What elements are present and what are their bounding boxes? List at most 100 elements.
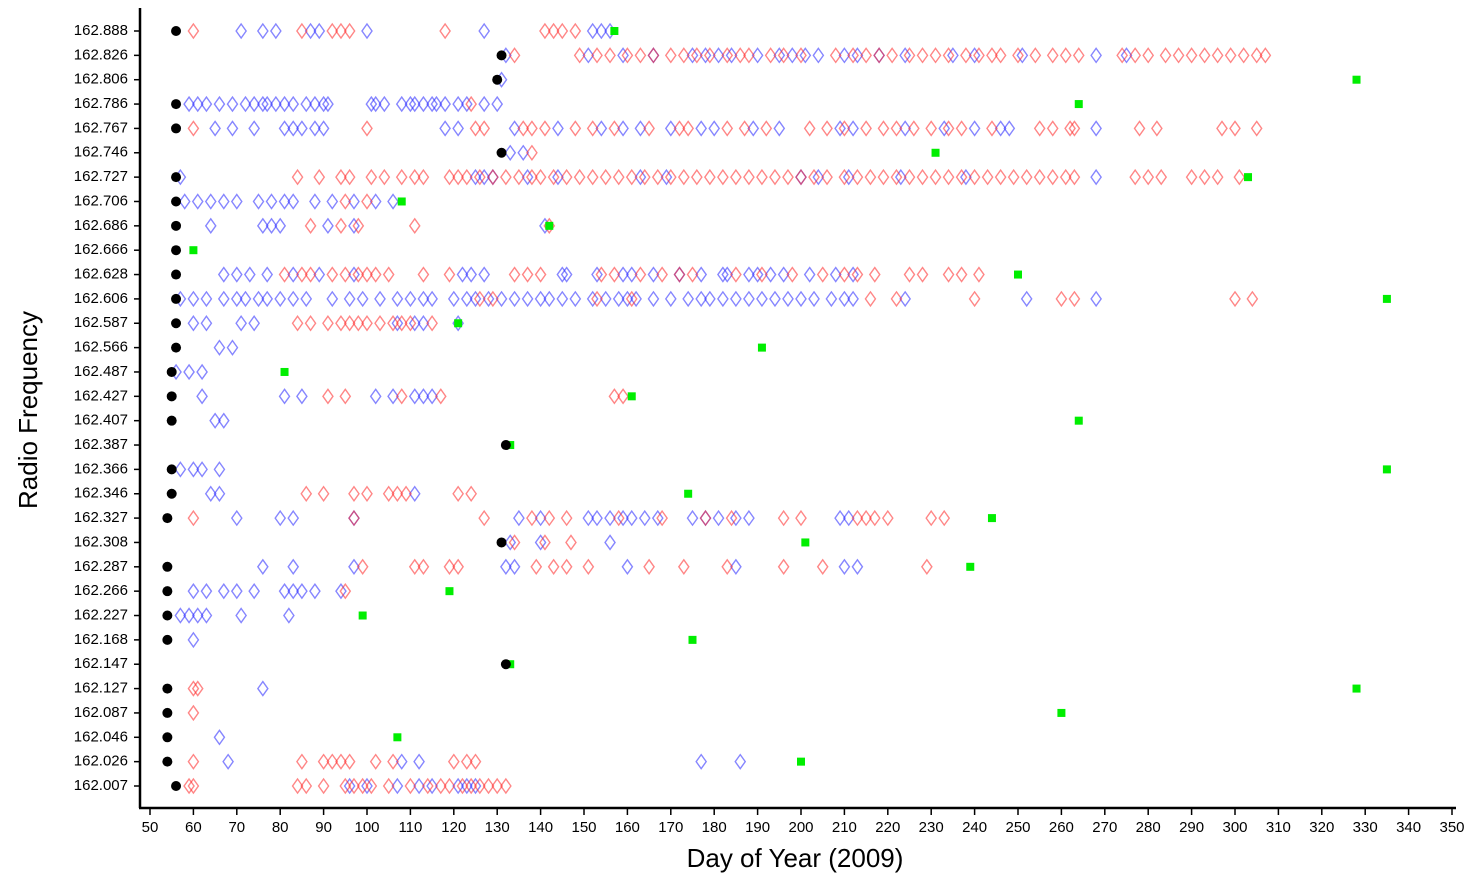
diamond-point xyxy=(625,290,638,308)
diamond-point xyxy=(526,144,538,161)
diamond-point xyxy=(673,120,686,137)
diamond-point xyxy=(1229,120,1241,137)
diamond-point xyxy=(699,509,712,527)
diamond-point xyxy=(890,290,903,308)
diamond-point xyxy=(942,120,955,137)
start-point xyxy=(171,293,182,304)
end-point xyxy=(397,197,406,206)
diamond-point xyxy=(534,266,547,283)
diamond-point xyxy=(1159,47,1172,64)
diamond-point xyxy=(356,290,369,308)
diamond-point xyxy=(769,290,781,308)
diamond-point xyxy=(339,582,352,600)
diamond-point xyxy=(673,266,686,283)
diamond-point xyxy=(408,95,421,113)
diamond-point xyxy=(877,120,890,137)
diamond-point xyxy=(599,168,612,186)
diamond-point xyxy=(621,47,634,64)
diamond-point xyxy=(452,168,465,186)
diamond-point xyxy=(352,315,365,332)
diamond-point xyxy=(222,753,234,770)
end-point xyxy=(684,489,693,498)
start-point xyxy=(496,537,507,548)
diamond-point xyxy=(361,120,373,137)
diamond-point xyxy=(730,168,742,186)
diamond-point xyxy=(361,193,373,210)
diamond-point xyxy=(269,22,282,40)
diamond-point xyxy=(695,290,708,308)
start-point xyxy=(171,196,182,207)
diamond-point xyxy=(1090,168,1102,186)
diamond-point xyxy=(408,485,421,502)
diamond-point xyxy=(391,485,404,502)
diamond-point xyxy=(317,485,330,502)
diamond-point xyxy=(500,558,512,576)
diamond-point xyxy=(508,120,521,137)
y-tick-label: 162.387 xyxy=(74,436,128,453)
diamond-point xyxy=(413,753,425,770)
diamond-point xyxy=(335,315,347,332)
diamond-point xyxy=(326,753,339,770)
diamond-point xyxy=(434,777,447,795)
diamond-point xyxy=(543,509,556,527)
diamond-point xyxy=(361,22,373,40)
diamond-point xyxy=(1064,120,1076,137)
diamond-point xyxy=(473,290,486,308)
diamond-point xyxy=(782,168,794,186)
diamond-point xyxy=(187,315,200,332)
diamond-point xyxy=(1198,47,1211,64)
diamond-point xyxy=(1211,168,1224,186)
diamond-point xyxy=(539,120,551,137)
end-point xyxy=(1352,684,1361,693)
diamond-point xyxy=(617,47,629,64)
diamond-point xyxy=(1090,47,1102,64)
diamond-point xyxy=(903,168,916,186)
diamond-point xyxy=(456,777,469,795)
diamond-point xyxy=(534,168,547,186)
diamond-point xyxy=(313,168,326,186)
x-tick-label: 350 xyxy=(1439,819,1464,836)
diamond-point xyxy=(408,315,421,332)
diamond-point xyxy=(1068,120,1081,137)
y-tick-label: 162.046 xyxy=(74,728,128,745)
start-point xyxy=(171,123,182,134)
x-tick-label: 100 xyxy=(354,819,379,836)
diamond-point xyxy=(508,290,521,308)
diamond-point xyxy=(400,485,412,502)
diamond-point xyxy=(426,95,438,113)
x-tick-label: 240 xyxy=(962,819,987,836)
diamond-point xyxy=(235,607,248,624)
diamond-point xyxy=(217,412,230,429)
diamond-point xyxy=(465,777,478,795)
diamond-point xyxy=(278,193,291,210)
diamond-point xyxy=(664,290,677,308)
diamond-point xyxy=(309,120,321,137)
diamond-point xyxy=(187,704,200,722)
diamond-point xyxy=(256,558,269,576)
diamond-point xyxy=(625,509,638,527)
diamond-point xyxy=(443,558,456,576)
diamond-point xyxy=(955,266,968,283)
diamond-point xyxy=(608,388,621,405)
diamond-point xyxy=(434,388,447,405)
diamond-point xyxy=(929,47,942,64)
diamond-point xyxy=(591,509,603,527)
diamond-point xyxy=(278,582,291,600)
diamond-point xyxy=(569,290,582,308)
diamond-point xyxy=(187,777,200,795)
diamond-point xyxy=(369,388,382,405)
diamond-point xyxy=(834,120,846,137)
y-tick-label: 162.727 xyxy=(74,168,128,185)
diamond-point xyxy=(500,168,512,186)
diamond-point xyxy=(690,168,703,186)
end-point xyxy=(1014,270,1022,279)
diamond-point xyxy=(391,290,404,308)
diamond-point xyxy=(851,47,864,64)
diamond-point xyxy=(256,680,269,697)
diamond-point xyxy=(335,22,347,40)
diamond-point xyxy=(217,290,230,308)
diamond-point xyxy=(261,290,274,308)
diamond-point xyxy=(838,290,851,308)
diamond-point xyxy=(417,290,430,308)
diamond-point xyxy=(1246,290,1259,308)
